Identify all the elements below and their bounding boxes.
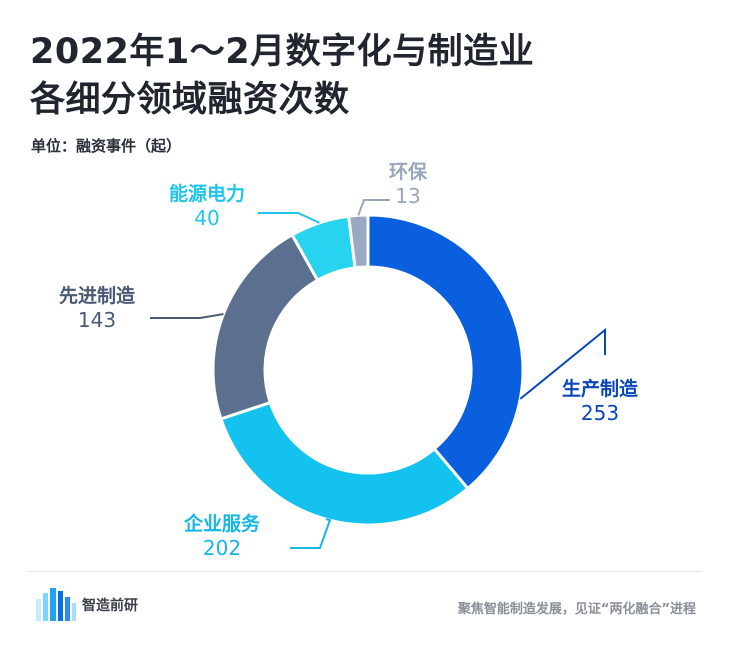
slice-label-value-2: 202 xyxy=(203,536,241,560)
brand: 智造前研 xyxy=(34,585,138,625)
leader-line-4 xyxy=(258,212,320,224)
chart-title-line2: 各细分领域融资次数 xyxy=(30,80,350,120)
slice-2 xyxy=(219,400,470,527)
slice-label-category-5: 环保 xyxy=(389,160,428,183)
slice-label-category-4: 能源电力 xyxy=(169,182,245,205)
leader-line-1 xyxy=(519,327,606,400)
slice-label-category-1: 生产制造 xyxy=(562,377,639,400)
leader-line-5 xyxy=(357,199,390,216)
slice-label-value-3: 143 xyxy=(78,308,116,332)
slice-label-value-5: 13 xyxy=(395,184,420,208)
leader-line-2 xyxy=(290,518,332,549)
slice-1 xyxy=(366,213,525,491)
slice-label-category-3: 先进制造 xyxy=(59,284,136,307)
donut-slices xyxy=(211,213,525,527)
footer-slogan: 聚焦智能制造发展，见证“两化融合”进程 xyxy=(457,602,696,617)
slice-label-value-4: 40 xyxy=(194,206,219,230)
brand-logo-icon xyxy=(36,588,76,621)
slice-5 xyxy=(346,213,370,270)
leader-line-3 xyxy=(150,313,224,319)
slice-label-value-1: 253 xyxy=(581,401,619,425)
chart-title-line1: 2022年1～2月数字化与制造业 xyxy=(30,32,535,72)
chart-title: 2022年1～2月数字化与制造业 各细分领域融资次数 xyxy=(30,28,690,124)
slice-label-category-2: 企业服务 xyxy=(183,512,261,535)
slice-3 xyxy=(211,232,320,421)
footer-divider xyxy=(28,571,702,572)
leader-lines xyxy=(150,199,606,549)
unit-label: 单位：融资事件（起） xyxy=(31,137,182,155)
brand-name: 智造前研 xyxy=(82,598,138,614)
